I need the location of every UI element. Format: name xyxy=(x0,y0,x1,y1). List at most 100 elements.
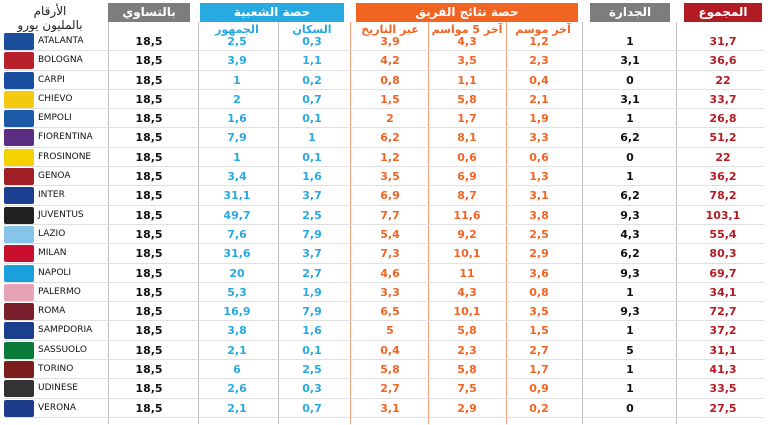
team-name: CARPI xyxy=(38,74,65,85)
value-equal: 18,5 xyxy=(135,247,163,261)
value-fans: 2,1 xyxy=(227,343,247,357)
team-crest-icon xyxy=(4,380,34,398)
header-total: المجموع xyxy=(684,3,762,22)
table-row: FIORENTINA 18,5 7,9 1 6,2 8,1 3,3 6,2 51,2 xyxy=(0,128,768,149)
value-five-seasons: 6,9 xyxy=(457,170,477,184)
value-five-seasons: 1,1 xyxy=(457,73,477,87)
subheader-population: السكان xyxy=(292,23,332,36)
team-name: EMPOLI xyxy=(38,113,72,124)
value-total: 37,2 xyxy=(709,324,737,338)
divider xyxy=(676,22,677,424)
value-merit: 6,2 xyxy=(620,189,640,203)
table-row: PALERMO 18,5 5,3 1,9 3,3 4,3 0,8 1 34,1 xyxy=(0,283,768,303)
value-population: 0,2 xyxy=(302,73,322,87)
table-body: ATALANTA 18,5 2,5 0,3 3,9 4,3 1,2 1 31,7 BOLOGNA 1… xyxy=(0,32,768,419)
value-population: 0,7 xyxy=(302,401,322,415)
header-equal: بالتساوي xyxy=(108,3,190,22)
team-crest-icon xyxy=(4,129,34,147)
value-population: 7,9 xyxy=(302,227,322,241)
table-row: GENOA 18,5 3,4 1,6 3,5 6,9 1,3 1 36,2 xyxy=(0,167,768,187)
value-five-seasons: 7,5 xyxy=(457,382,477,396)
table-row: VERONA 18,5 2,1 0,7 3,1 2,9 0,2 0 27,5 xyxy=(0,399,768,419)
value-last-season: 1,5 xyxy=(529,324,549,338)
divider xyxy=(582,22,583,424)
table-row: INTER 18,5 31,1 3,7 6,9 8,7 3,1 6,2 78,2 xyxy=(0,186,768,206)
value-five-seasons: 11 xyxy=(459,266,475,280)
value-equal: 18,5 xyxy=(135,305,163,319)
value-last-season: 0,4 xyxy=(529,73,549,87)
team-crest-icon xyxy=(4,110,34,128)
value-fans: 2 xyxy=(233,92,241,106)
value-five-seasons: 9,2 xyxy=(457,227,477,241)
value-fans: 7,6 xyxy=(227,227,247,241)
value-last-season: 3,8 xyxy=(529,208,549,222)
value-total: 80,3 xyxy=(709,247,737,261)
divider xyxy=(428,22,429,424)
team-crest-icon xyxy=(4,225,34,243)
value-equal: 18,5 xyxy=(135,266,163,280)
value-merit: 9,3 xyxy=(620,266,640,280)
team-crest-icon xyxy=(4,341,34,359)
value-population: 7,9 xyxy=(302,305,322,319)
team-name: FROSINONE xyxy=(38,151,92,162)
value-population: 0,3 xyxy=(302,382,322,396)
value-equal: 18,5 xyxy=(135,343,163,357)
divider xyxy=(108,22,109,424)
value-history: 1,5 xyxy=(380,92,400,106)
value-history: 7,7 xyxy=(380,208,400,222)
table-row: CARPI 18,5 1 0,2 0,8 1,1 0,4 0 22 xyxy=(0,71,768,91)
value-last-season: 0,2 xyxy=(529,401,549,415)
team-name: MILAN xyxy=(38,248,67,259)
value-equal: 18,5 xyxy=(135,131,163,145)
value-last-season: 3,1 xyxy=(529,189,549,203)
value-population: 3,7 xyxy=(302,189,322,203)
value-five-seasons: 1,7 xyxy=(457,112,477,126)
header-merit: الجدارة xyxy=(590,3,670,22)
value-total: 69,7 xyxy=(709,266,737,280)
value-history: 6,2 xyxy=(380,131,400,145)
value-last-season: 2,3 xyxy=(529,54,549,68)
team-crest-icon xyxy=(4,168,34,186)
team-crest-icon xyxy=(4,361,34,379)
value-fans: 1,6 xyxy=(227,112,247,126)
value-merit: 6,2 xyxy=(620,131,640,145)
value-population: 0,1 xyxy=(302,150,322,164)
value-equal: 18,5 xyxy=(135,189,163,203)
table-row: EMPOLI 18,5 1,6 0,1 2 1,7 1,9 1 26,8 xyxy=(0,109,768,129)
divider xyxy=(506,22,507,424)
value-five-seasons: 10,1 xyxy=(453,247,481,261)
value-five-seasons: 8,7 xyxy=(457,189,477,203)
value-five-seasons: 11,6 xyxy=(453,208,481,222)
value-population: 0,3 xyxy=(302,35,322,48)
value-history: 5,8 xyxy=(380,363,400,377)
team-crest-icon xyxy=(4,283,34,301)
team-crest-icon xyxy=(4,264,34,282)
value-fans: 7,9 xyxy=(227,131,247,145)
value-equal: 18,5 xyxy=(135,35,163,48)
value-total: 51,2 xyxy=(709,131,737,145)
value-total: 27,5 xyxy=(709,401,737,415)
value-equal: 18,5 xyxy=(135,208,163,222)
value-total: 33,5 xyxy=(709,382,737,396)
subheader-fans: الجمهور xyxy=(215,23,259,36)
value-fans: 2,5 xyxy=(227,35,247,48)
team-name: SAMPDORIA xyxy=(38,325,93,336)
value-merit: 6,2 xyxy=(620,247,640,261)
value-equal: 18,5 xyxy=(135,382,163,396)
value-history: 3,9 xyxy=(380,35,400,48)
table-row: ROMA 18,5 16,9 7,9 6,5 10,1 3,5 9,3 72,7 xyxy=(0,302,768,322)
value-last-season: 1,7 xyxy=(529,363,549,377)
value-population: 1,9 xyxy=(302,285,322,299)
team-name: LAZIO xyxy=(38,228,66,239)
value-last-season: 3,5 xyxy=(529,305,549,319)
header-results: حصة نتائج الفريق xyxy=(356,3,578,22)
team-name: ATALANTA xyxy=(38,36,84,46)
value-total: 31,1 xyxy=(709,343,737,357)
team-name: SASSUOLO xyxy=(38,344,87,355)
table-row: UDINESE 18,5 2,6 0,3 2,7 7,5 0,9 1 33,5 xyxy=(0,379,768,399)
value-last-season: 2,7 xyxy=(529,343,549,357)
divider xyxy=(350,22,351,424)
team-name: NAPOLI xyxy=(38,267,72,278)
value-merit: 1 xyxy=(626,285,634,299)
value-fans: 6 xyxy=(233,363,241,377)
